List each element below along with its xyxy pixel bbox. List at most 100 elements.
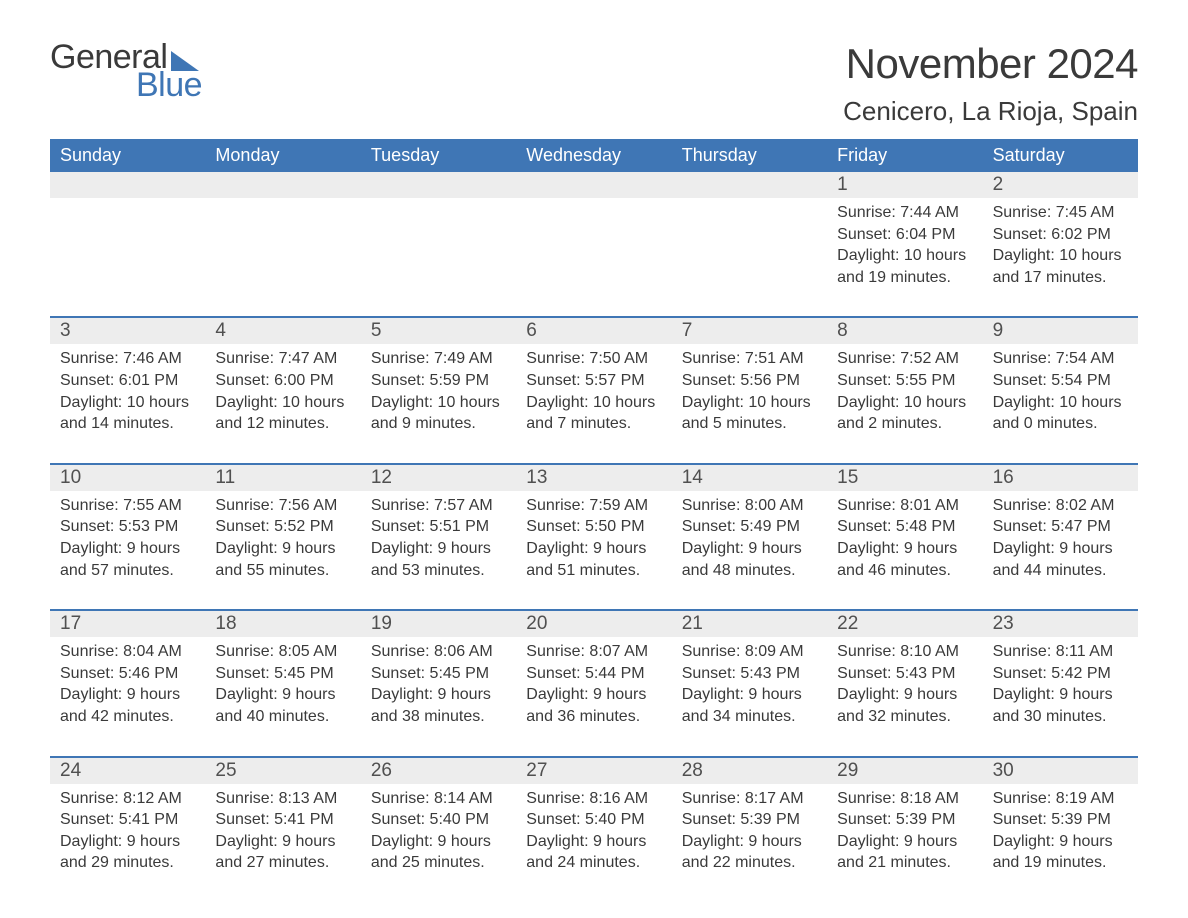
daylight-text: Daylight: 9 hours (526, 538, 661, 560)
day-number-strip: 17181920212223 (50, 611, 1138, 637)
daylight-text: Daylight: 10 hours (60, 392, 195, 414)
daylight-text: Daylight: 9 hours (837, 684, 972, 706)
day-number-strip: 10111213141516 (50, 465, 1138, 491)
daylight-text: Daylight: 9 hours (60, 831, 195, 853)
sunrise-text: Sunrise: 8:09 AM (682, 641, 817, 663)
daylight-text: Daylight: 9 hours (215, 538, 350, 560)
day-cell (50, 198, 205, 292)
daylight-text: Daylight: 9 hours (60, 684, 195, 706)
day-number: 1 (827, 172, 982, 198)
sunrise-text: Sunrise: 7:54 AM (993, 348, 1128, 370)
week-row: 12Sunrise: 7:44 AMSunset: 6:04 PMDayligh… (50, 172, 1138, 292)
day-number (50, 172, 205, 198)
sunset-text: Sunset: 5:59 PM (371, 370, 506, 392)
daylight-text: Daylight: 9 hours (993, 831, 1128, 853)
day-of-week-label: Wednesday (516, 139, 671, 172)
day-number: 6 (516, 318, 671, 344)
day-number: 21 (672, 611, 827, 637)
sunrise-text: Sunrise: 8:06 AM (371, 641, 506, 663)
sunrise-text: Sunrise: 8:01 AM (837, 495, 972, 517)
day-of-week-label: Friday (827, 139, 982, 172)
daylight-text: and 5 minutes. (682, 413, 817, 435)
day-number: 9 (983, 318, 1138, 344)
week-row: 24252627282930Sunrise: 8:12 AMSunset: 5:… (50, 756, 1138, 878)
daylight-text: and 14 minutes. (60, 413, 195, 435)
day-cell: Sunrise: 8:17 AMSunset: 5:39 PMDaylight:… (672, 784, 827, 878)
daylight-text: and 17 minutes. (993, 267, 1128, 289)
sunrise-text: Sunrise: 8:10 AM (837, 641, 972, 663)
weeks-container: 12Sunrise: 7:44 AMSunset: 6:04 PMDayligh… (50, 172, 1138, 878)
daylight-text: and 38 minutes. (371, 706, 506, 728)
day-cell: Sunrise: 7:49 AMSunset: 5:59 PMDaylight:… (361, 344, 516, 438)
sunrise-text: Sunrise: 8:07 AM (526, 641, 661, 663)
sunrise-text: Sunrise: 7:55 AM (60, 495, 195, 517)
day-of-week-label: Monday (205, 139, 360, 172)
daylight-text: and 46 minutes. (837, 560, 972, 582)
sunrise-text: Sunrise: 7:46 AM (60, 348, 195, 370)
sunset-text: Sunset: 5:51 PM (371, 516, 506, 538)
daylight-text: and 42 minutes. (60, 706, 195, 728)
sunset-text: Sunset: 5:48 PM (837, 516, 972, 538)
day-cell: Sunrise: 8:00 AMSunset: 5:49 PMDaylight:… (672, 491, 827, 585)
page-location: Cenicero, La Rioja, Spain (843, 96, 1138, 127)
day-cell (205, 198, 360, 292)
day-number: 19 (361, 611, 516, 637)
daylight-text: and 57 minutes. (60, 560, 195, 582)
sunset-text: Sunset: 5:41 PM (215, 809, 350, 831)
sunrise-text: Sunrise: 8:00 AM (682, 495, 817, 517)
day-number: 29 (827, 758, 982, 784)
daylight-text: and 34 minutes. (682, 706, 817, 728)
sunset-text: Sunset: 5:40 PM (371, 809, 506, 831)
sunset-text: Sunset: 5:52 PM (215, 516, 350, 538)
daylight-text: Daylight: 9 hours (215, 684, 350, 706)
daylight-text: and 24 minutes. (526, 852, 661, 874)
sunrise-text: Sunrise: 7:51 AM (682, 348, 817, 370)
sunset-text: Sunset: 5:53 PM (60, 516, 195, 538)
day-number-strip: 12 (50, 172, 1138, 198)
sunset-text: Sunset: 5:47 PM (993, 516, 1128, 538)
sunrise-text: Sunrise: 8:02 AM (993, 495, 1128, 517)
sunset-text: Sunset: 5:50 PM (526, 516, 661, 538)
sunrise-text: Sunrise: 7:45 AM (993, 202, 1128, 224)
sunset-text: Sunset: 5:39 PM (993, 809, 1128, 831)
day-number: 14 (672, 465, 827, 491)
day-number: 25 (205, 758, 360, 784)
sunset-text: Sunset: 5:57 PM (526, 370, 661, 392)
sunset-text: Sunset: 5:43 PM (682, 663, 817, 685)
day-cell: Sunrise: 8:11 AMSunset: 5:42 PMDaylight:… (983, 637, 1138, 731)
brand-word-blue: Blue (136, 68, 202, 102)
header-right: November 2024 Cenicero, La Rioja, Spain (843, 40, 1138, 127)
daylight-text: Daylight: 10 hours (993, 245, 1128, 267)
daylight-text: and 12 minutes. (215, 413, 350, 435)
sunrise-text: Sunrise: 8:05 AM (215, 641, 350, 663)
day-cell: Sunrise: 8:10 AMSunset: 5:43 PMDaylight:… (827, 637, 982, 731)
day-number: 20 (516, 611, 671, 637)
sunrise-text: Sunrise: 8:17 AM (682, 788, 817, 810)
calendar: SundayMondayTuesdayWednesdayThursdayFrid… (50, 139, 1138, 878)
week-row: 10111213141516Sunrise: 7:55 AMSunset: 5:… (50, 463, 1138, 585)
day-number: 5 (361, 318, 516, 344)
day-number: 26 (361, 758, 516, 784)
day-number (205, 172, 360, 198)
day-number: 23 (983, 611, 1138, 637)
daylight-text: Daylight: 10 hours (526, 392, 661, 414)
day-cell: Sunrise: 7:47 AMSunset: 6:00 PMDaylight:… (205, 344, 360, 438)
sunrise-text: Sunrise: 8:13 AM (215, 788, 350, 810)
sunset-text: Sunset: 5:46 PM (60, 663, 195, 685)
daylight-text: and 19 minutes. (837, 267, 972, 289)
daylight-text: and 53 minutes. (371, 560, 506, 582)
day-cell: Sunrise: 7:50 AMSunset: 5:57 PMDaylight:… (516, 344, 671, 438)
daylight-text: and 40 minutes. (215, 706, 350, 728)
day-cell: Sunrise: 8:01 AMSunset: 5:48 PMDaylight:… (827, 491, 982, 585)
daylight-text: and 2 minutes. (837, 413, 972, 435)
day-cell: Sunrise: 7:44 AMSunset: 6:04 PMDaylight:… (827, 198, 982, 292)
day-cell: Sunrise: 7:57 AMSunset: 5:51 PMDaylight:… (361, 491, 516, 585)
day-number: 3 (50, 318, 205, 344)
day-cell: Sunrise: 8:04 AMSunset: 5:46 PMDaylight:… (50, 637, 205, 731)
day-cell: Sunrise: 7:46 AMSunset: 6:01 PMDaylight:… (50, 344, 205, 438)
day-cell: Sunrise: 7:52 AMSunset: 5:55 PMDaylight:… (827, 344, 982, 438)
day-cell: Sunrise: 7:56 AMSunset: 5:52 PMDaylight:… (205, 491, 360, 585)
sunset-text: Sunset: 5:42 PM (993, 663, 1128, 685)
brand-logo: General Blue (50, 40, 202, 102)
daylight-text: Daylight: 10 hours (682, 392, 817, 414)
